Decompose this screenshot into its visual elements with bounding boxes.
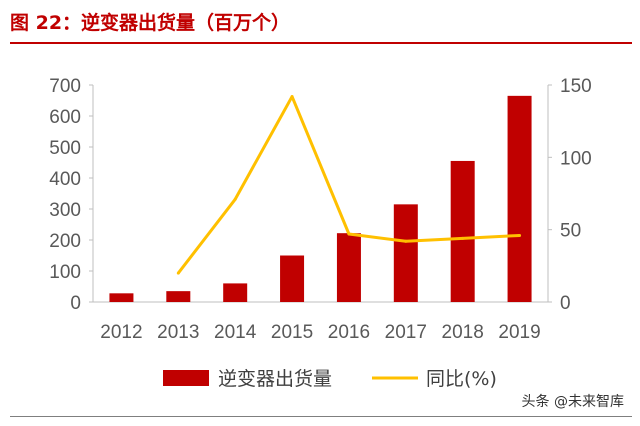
bar-2019 <box>507 95 532 302</box>
left-tick-label: 500 <box>49 138 81 159</box>
yoy-point-2013 <box>176 271 180 275</box>
left-tick-label: 100 <box>49 262 81 283</box>
yoy-point-2016 <box>347 232 351 236</box>
bar-2012 <box>109 293 134 302</box>
bottom-divider <box>10 416 632 417</box>
bar-2014 <box>223 283 248 302</box>
right-tick-label: 50 <box>560 221 581 242</box>
watermark: 头条 @未来智库 <box>517 390 628 412</box>
right-tick-label: 0 <box>560 293 571 314</box>
title-divider <box>10 42 632 44</box>
x-axis: 2012 2013 2014 2015 2016 2017 2018 2019 <box>93 301 548 343</box>
bar-2016 <box>336 233 361 302</box>
bar-2013 <box>166 291 191 302</box>
line-series <box>176 95 522 275</box>
left-tick-label: 700 <box>49 76 81 97</box>
x-tick-label: 2014 <box>214 322 257 343</box>
yoy-point-2018 <box>461 236 465 240</box>
yoy-point-2014 <box>233 197 237 201</box>
yoy-point-2017 <box>404 239 408 243</box>
x-tick-label: 2013 <box>157 322 199 343</box>
left-tick-label: 0 <box>70 293 81 314</box>
left-tick-label: 200 <box>49 231 81 252</box>
left-tick-label: 600 <box>49 107 81 128</box>
bar-series <box>109 95 532 302</box>
legend-bar-label: 逆变器出货量 <box>218 368 332 390</box>
x-tick-label: 2018 <box>442 322 484 343</box>
right-tick-label: 100 <box>560 148 592 169</box>
left-tick-label: 400 <box>49 169 81 190</box>
yoy-point-2019 <box>518 233 522 237</box>
x-tick-label: 2015 <box>271 322 313 343</box>
figure-title: 图 22：逆变器出货量（百万个） <box>10 12 291 34</box>
right-tick-label: 150 <box>560 76 592 97</box>
right-y-axis: 0 50 100 150 <box>547 76 592 314</box>
left-tick-label: 300 <box>49 200 81 221</box>
bar-2018 <box>450 160 475 302</box>
legend-line-label: 同比(%) <box>426 368 497 390</box>
left-y-axis: 0 100 200 300 400 500 600 700 <box>49 76 94 314</box>
x-tick-label: 2017 <box>385 322 427 343</box>
bar-2015 <box>280 255 305 302</box>
x-tick-label: 2019 <box>498 322 540 343</box>
legend-bar-swatch <box>163 370 209 386</box>
yoy-point-2015 <box>290 95 294 99</box>
legend: 逆变器出货量 同比(%) <box>163 368 497 390</box>
x-tick-label: 2016 <box>328 322 370 343</box>
bar-2017 <box>393 204 418 302</box>
x-tick-label: 2012 <box>100 322 142 343</box>
